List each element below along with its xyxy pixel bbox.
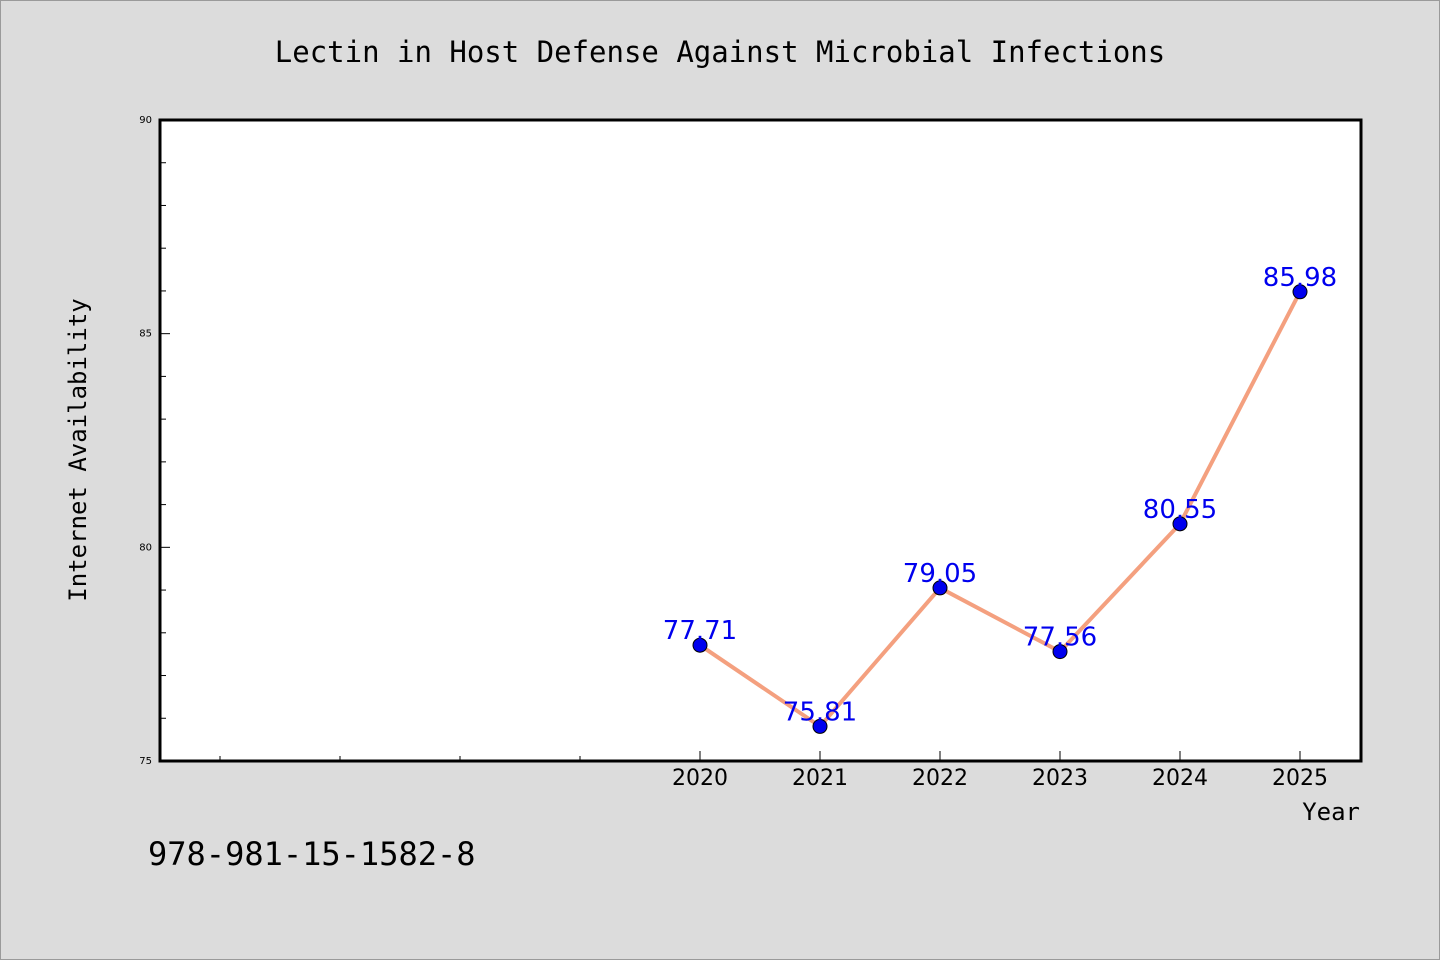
y-axis-label: Internet Availability <box>64 298 92 601</box>
plot-area <box>160 120 1361 761</box>
chart-title: Lectin in Host Defense Against Microbial… <box>275 35 1165 69</box>
data-label: 79.05 <box>903 559 977 589</box>
data-point <box>1292 284 1308 300</box>
series-polyline <box>698 289 1302 729</box>
x-tick-label: 2023 <box>1032 766 1088 791</box>
x-tick-label: 2020 <box>672 766 728 791</box>
axis-ticks: 75 80 85 90 2020 2021 2022 2023 2024 2025 <box>139 115 1328 791</box>
data-label: 75.81 <box>783 697 857 727</box>
data-point <box>1052 644 1068 660</box>
y-tick-label: 75 <box>139 756 152 767</box>
x-tick-label: 2025 <box>1272 766 1328 791</box>
x-tick-label: 2022 <box>912 766 968 791</box>
data-point <box>1172 516 1188 532</box>
x-tick-label: 2021 <box>792 766 848 791</box>
data-label: 77.71 <box>663 616 737 646</box>
footer-isbn: 978-981-15-1582-8 <box>148 835 476 873</box>
data-label: 85.98 <box>1263 263 1337 293</box>
data-point <box>932 580 948 596</box>
y-tick-label: 80 <box>139 542 152 553</box>
data-point <box>812 718 828 734</box>
y-tick-label: 85 <box>139 329 152 340</box>
data-label: 80.55 <box>1143 495 1217 525</box>
data-point <box>692 637 708 653</box>
series-markers <box>692 284 1308 734</box>
plot-frame <box>158 118 1363 763</box>
data-labels: 77.71 75.81 79.05 77.56 80.55 85.98 <box>663 263 1337 728</box>
x-axis-label: Year <box>1302 798 1360 826</box>
series-line <box>698 289 1302 729</box>
data-label: 77.56 <box>1023 623 1097 653</box>
y-tick-label: 90 <box>139 115 152 126</box>
x-tick-label: 2024 <box>1152 766 1208 791</box>
